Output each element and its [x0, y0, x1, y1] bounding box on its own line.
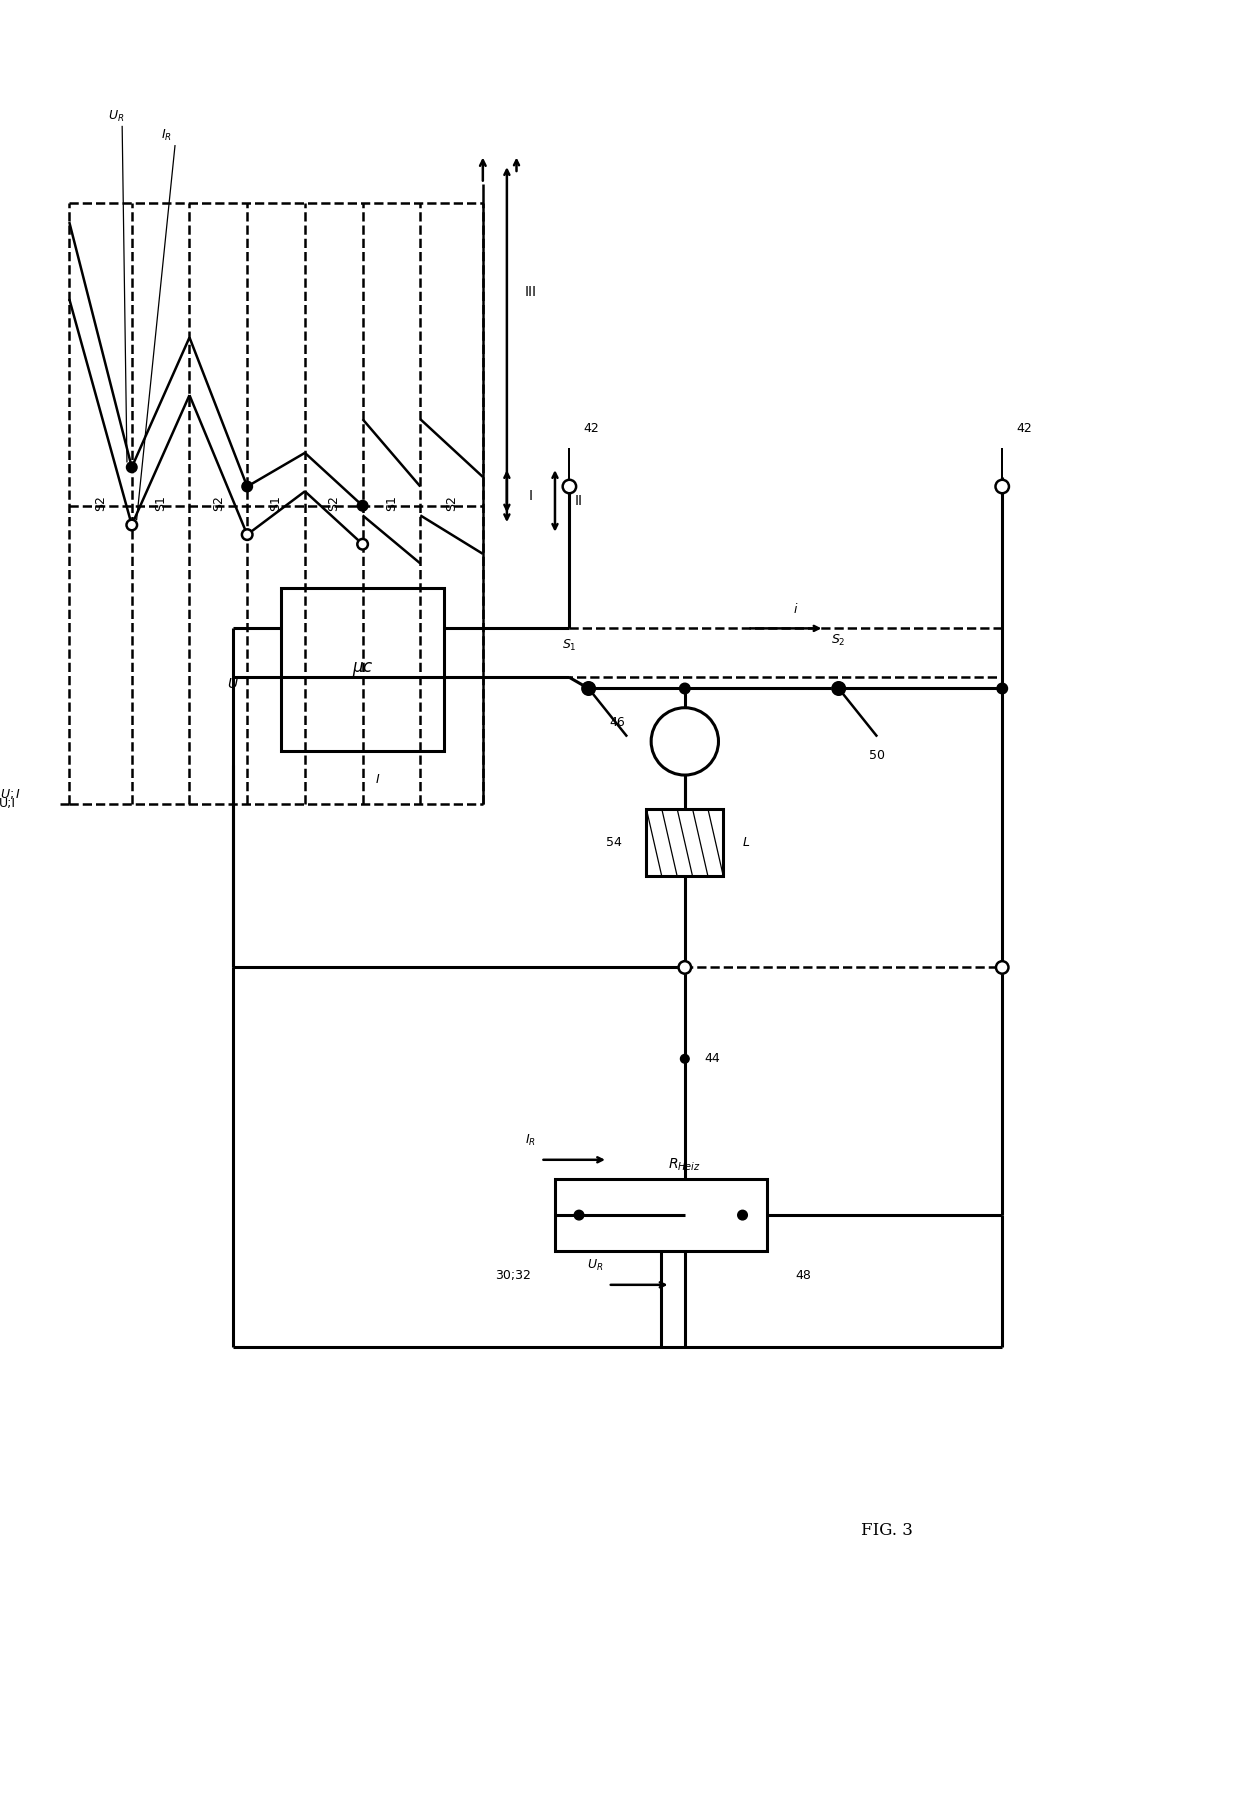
- Circle shape: [832, 682, 844, 695]
- Text: II: II: [575, 495, 583, 507]
- Bar: [556, 1179, 766, 1251]
- Text: 30;32: 30;32: [495, 1269, 531, 1282]
- Circle shape: [563, 480, 577, 493]
- Circle shape: [242, 529, 253, 540]
- Circle shape: [678, 962, 691, 973]
- Circle shape: [680, 684, 691, 693]
- Text: $R_{Heiz}$: $R_{Heiz}$: [668, 1157, 702, 1173]
- Text: 42: 42: [1017, 422, 1033, 435]
- Text: L: L: [743, 836, 749, 848]
- Text: S2: S2: [212, 495, 224, 511]
- Text: i: i: [794, 603, 797, 616]
- Text: $U;I$: $U;I$: [0, 787, 21, 801]
- Circle shape: [583, 684, 594, 693]
- Text: 54: 54: [606, 836, 622, 848]
- Text: III: III: [525, 285, 537, 300]
- Circle shape: [833, 684, 844, 693]
- Circle shape: [357, 500, 368, 511]
- Text: 44: 44: [704, 1052, 719, 1065]
- Circle shape: [126, 462, 138, 473]
- Circle shape: [681, 1054, 689, 1063]
- Text: $S_1$: $S_1$: [562, 637, 577, 653]
- Text: 50: 50: [869, 749, 885, 762]
- Text: I: I: [529, 489, 533, 504]
- Text: 42: 42: [584, 422, 600, 435]
- Bar: [646, 809, 723, 875]
- Text: S2: S2: [94, 495, 107, 511]
- Text: $U$: $U$: [227, 677, 239, 691]
- Text: S2: S2: [445, 495, 458, 511]
- Circle shape: [996, 480, 1009, 493]
- Text: $\mu c$: $\mu c$: [352, 661, 373, 679]
- Text: $S_2$: $S_2$: [832, 634, 846, 648]
- Circle shape: [738, 1211, 748, 1220]
- Circle shape: [357, 540, 368, 549]
- Text: $U_R$: $U_R$: [108, 108, 124, 125]
- Circle shape: [126, 520, 138, 531]
- Text: S1: S1: [154, 495, 167, 511]
- Circle shape: [574, 1211, 584, 1220]
- Text: S1: S1: [384, 495, 398, 511]
- Text: I: I: [376, 773, 379, 787]
- Text: U;I: U;I: [0, 798, 16, 810]
- Circle shape: [996, 962, 1008, 973]
- Text: S2: S2: [327, 495, 340, 511]
- Circle shape: [583, 682, 595, 695]
- Text: 46: 46: [610, 715, 625, 729]
- Text: S1: S1: [269, 495, 283, 511]
- Text: $U_R$: $U_R$: [587, 1258, 603, 1273]
- Circle shape: [997, 684, 1008, 693]
- Circle shape: [242, 482, 253, 491]
- Bar: [280, 587, 444, 751]
- Text: $I_R$: $I_R$: [161, 128, 171, 143]
- Text: $I_R$: $I_R$: [525, 1134, 536, 1148]
- Text: 48: 48: [795, 1269, 811, 1282]
- Text: FIG. 3: FIG. 3: [861, 1522, 913, 1538]
